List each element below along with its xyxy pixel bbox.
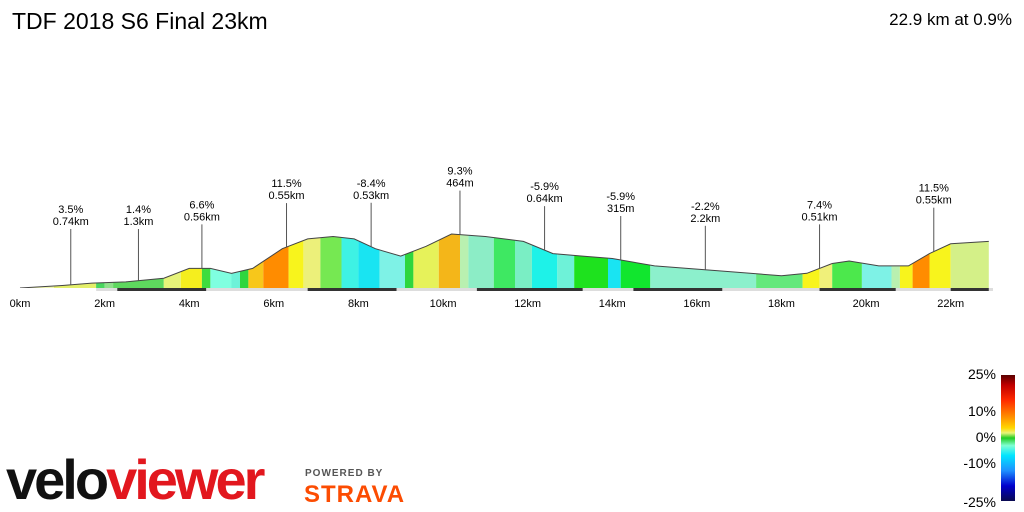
gradient-segment-23 bbox=[460, 234, 469, 288]
gradient-segment-15 bbox=[303, 237, 321, 288]
annotation-length: 1.3km bbox=[123, 216, 153, 228]
gradient-segment-9 bbox=[210, 268, 232, 288]
gradient-segment-38 bbox=[891, 265, 900, 288]
gradient-segment-22 bbox=[438, 234, 460, 288]
gradient-segment-28 bbox=[557, 254, 575, 288]
scale-label-min: -25% bbox=[963, 494, 996, 510]
x-tick-label: 12km bbox=[514, 298, 541, 310]
gradient-segment-3 bbox=[96, 282, 105, 288]
gradient-segment-21 bbox=[413, 240, 439, 288]
scale-label-low: -10% bbox=[963, 455, 996, 471]
logo-text-viewer: viewer bbox=[106, 448, 265, 511]
gradient-segment-12 bbox=[248, 261, 264, 288]
gradient-color-scale bbox=[1001, 375, 1015, 501]
scale-label-max: 25% bbox=[967, 366, 996, 382]
annotation-gradient: 7.4% bbox=[807, 199, 832, 211]
annotation-gradient: 11.5% bbox=[919, 183, 950, 195]
annotation-length: 0.55km bbox=[268, 190, 304, 202]
gradient-segment-31 bbox=[620, 260, 651, 288]
x-tick-label: 6km bbox=[263, 298, 284, 310]
gradient-segment-32 bbox=[650, 265, 757, 288]
x-tick-label: 22km bbox=[937, 298, 964, 310]
road-segment-4 bbox=[476, 288, 583, 291]
gradient-segment-36 bbox=[832, 261, 862, 288]
route-summary: 22.9 km at 0.9% bbox=[889, 10, 1012, 29]
strava-logo[interactable]: STRAVA bbox=[304, 481, 406, 508]
gradient-segment-24 bbox=[468, 235, 494, 288]
annotation-gradient: 1.4% bbox=[126, 204, 151, 216]
x-tick-label: 0km bbox=[10, 298, 31, 310]
annotation-gradient: 11.5% bbox=[271, 178, 302, 190]
annotation-length: 0.55km bbox=[916, 195, 952, 207]
gradient-segment-14 bbox=[288, 240, 304, 288]
veloviewer-logo[interactable]: veloviewer bbox=[6, 448, 265, 512]
gradient-segment-6 bbox=[163, 271, 181, 288]
gradient-segment-41 bbox=[929, 243, 951, 288]
gradient-segment-19 bbox=[379, 250, 405, 288]
annotation-gradient: 9.3% bbox=[447, 166, 472, 178]
gradient-segment-35 bbox=[819, 263, 833, 288]
powered-by-label: POWERED BY bbox=[305, 468, 384, 479]
x-tick-label: 20km bbox=[853, 298, 880, 310]
x-tick-label: 2km bbox=[94, 298, 115, 310]
gradient-segment-33 bbox=[756, 273, 803, 288]
gradient-segment-40 bbox=[912, 253, 930, 288]
gradient-segment-18 bbox=[358, 240, 380, 288]
annotation-gradient: 6.6% bbox=[189, 199, 214, 211]
annotation-gradient: -2.2% bbox=[691, 201, 720, 213]
gradient-segment-16 bbox=[320, 236, 342, 288]
gradient-segment-5 bbox=[113, 278, 164, 288]
gradient-segment-26 bbox=[515, 240, 532, 288]
gradient-segment-30 bbox=[608, 258, 621, 288]
scale-label-high: 10% bbox=[967, 403, 996, 419]
x-tick-label: 18km bbox=[768, 298, 795, 310]
annotation-gradient: 3.5% bbox=[58, 204, 83, 216]
chart-title: TDF 2018 S6 Final 23km bbox=[12, 8, 268, 34]
road-segment-3 bbox=[307, 288, 397, 291]
annotation-length: 315m bbox=[607, 203, 635, 215]
gradient-segment-2 bbox=[53, 282, 97, 288]
annotation-gradient: -8.4% bbox=[357, 178, 386, 190]
annotation-length: 464m bbox=[446, 178, 474, 190]
annotation-gradient: -5.9% bbox=[606, 191, 635, 203]
x-tick-label: 4km bbox=[179, 298, 200, 310]
x-tick-label: 10km bbox=[430, 298, 457, 310]
annotation-length: 0.51km bbox=[802, 211, 838, 223]
gradient-segment-20 bbox=[405, 251, 414, 288]
road-segment-5 bbox=[633, 288, 723, 291]
x-tick-label: 8km bbox=[348, 298, 369, 310]
road-segment-1 bbox=[20, 288, 97, 291]
profile-outline bbox=[19, 233, 989, 289]
gradient-segment-13 bbox=[263, 246, 289, 288]
scale-label-zero: 0% bbox=[975, 429, 996, 445]
road-segment-7 bbox=[950, 288, 989, 291]
gradient-segment-37 bbox=[861, 263, 892, 288]
annotation-length: 2.2km bbox=[690, 213, 720, 225]
annotation-length: 0.74km bbox=[53, 216, 89, 228]
road-segment-2 bbox=[117, 288, 207, 291]
x-tick-label: 14km bbox=[599, 298, 626, 310]
gradient-segment-25 bbox=[493, 237, 515, 288]
gradient-segment-8 bbox=[201, 268, 211, 288]
gradient-segment-7 bbox=[180, 268, 202, 288]
gradient-segment-27 bbox=[531, 244, 558, 288]
gradient-segment-11 bbox=[240, 269, 249, 288]
road-segment-6 bbox=[819, 288, 896, 291]
gradient-segment-17 bbox=[341, 237, 359, 288]
gradient-segment-4 bbox=[104, 282, 114, 288]
annotation-length: 0.64km bbox=[527, 193, 563, 205]
annotation-gradient: -5.9% bbox=[530, 181, 559, 193]
gradient-segment-42 bbox=[950, 241, 989, 288]
x-tick-label: 16km bbox=[683, 298, 710, 310]
logo-text-velo: velo bbox=[6, 448, 109, 511]
annotation-length: 0.56km bbox=[184, 211, 220, 223]
annotation-length: 0.53km bbox=[353, 190, 389, 202]
gradient-segment-10 bbox=[231, 271, 240, 288]
gradient-segment-29 bbox=[574, 255, 608, 288]
gradient-segment-39 bbox=[899, 263, 913, 288]
